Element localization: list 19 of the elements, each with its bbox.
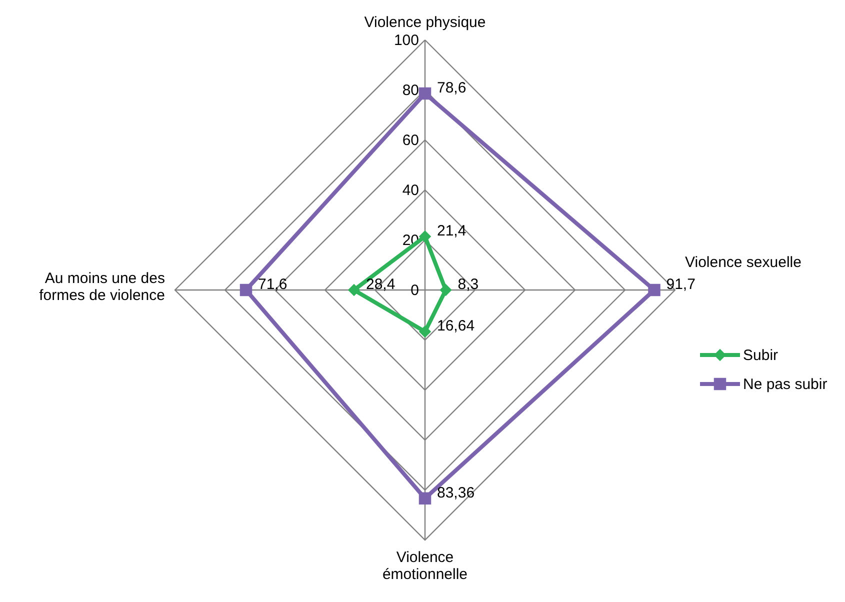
data-label: 28,4 <box>366 276 396 293</box>
spoke-label: Violence sexuelle <box>685 254 802 271</box>
data-label: 21,4 <box>437 222 466 240</box>
data-label: 16,64 <box>437 318 475 335</box>
spoke-label: Au moins une des formes de violence <box>39 270 165 304</box>
y-tick-label: 60 <box>402 132 419 149</box>
spoke-label: Violence physique <box>364 14 486 31</box>
spoke-label: Violence émotionnelle <box>382 549 468 583</box>
y-tick-label: 40 <box>402 182 419 199</box>
data-label: 8,3 <box>458 276 479 293</box>
legend-label: Subir <box>743 347 778 364</box>
y-tick-label: 0 <box>410 282 419 299</box>
data-label: 91,7 <box>666 276 696 293</box>
y-tick-label: 80 <box>402 82 419 99</box>
data-label: 78,6 <box>437 80 466 96</box>
data-label: 71,6 <box>258 276 288 293</box>
y-tick-label: 100 <box>394 32 419 49</box>
data-label: 83,36 <box>437 484 475 502</box>
legend-label: Ne pas subir <box>743 376 828 393</box>
